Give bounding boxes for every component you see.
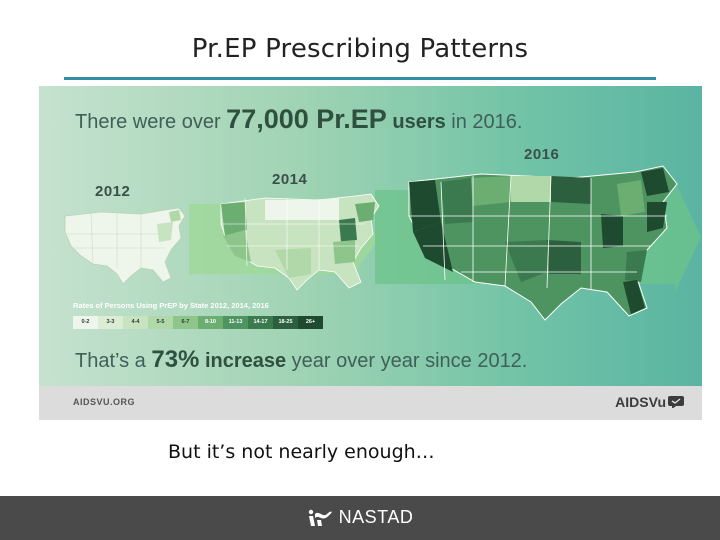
legend-bin: 3-3 xyxy=(98,316,123,329)
year-label-2012: 2012 xyxy=(95,183,131,200)
slide-caption: But it’s not nearly enough… xyxy=(168,441,435,463)
us-map-2012 xyxy=(64,207,186,285)
title-divider xyxy=(64,77,656,80)
legend: 0-2 3-3 4-4 5-5 6-7 8-10 11-13 14-17 18-… xyxy=(73,316,323,329)
legend-title: Rates of Persons Using PrEP by State 201… xyxy=(73,301,269,310)
year-label-2014: 2014 xyxy=(272,171,308,188)
headline-post: in 2016. xyxy=(445,111,523,133)
headline-number: 77,000 xyxy=(226,104,309,134)
legend-bin: 6-7 xyxy=(173,316,198,329)
headline-users: users xyxy=(386,111,446,133)
subline-percent: 73% xyxy=(151,346,200,373)
legend-bin: 11-13 xyxy=(223,316,248,329)
legend-bin: 5-5 xyxy=(148,316,173,329)
year-label-2016: 2016 xyxy=(524,146,560,163)
legend-bin: 0-2 xyxy=(73,316,98,329)
nastad-logo: NASTAD xyxy=(0,507,720,528)
aidsvu-logo-text: AIDSVu xyxy=(615,394,666,410)
aidsvu-logo: AIDSVu xyxy=(615,394,684,410)
subline-post: year over year since 2012. xyxy=(286,350,528,372)
infographic-headline: There were over 77,000 Pr.EP users in 20… xyxy=(75,104,522,135)
prep-infographic: There were over 77,000 Pr.EP users in 20… xyxy=(39,86,702,420)
legend-bin: 26+ xyxy=(298,316,323,329)
us-map-2014 xyxy=(220,193,380,291)
headline-pre: There were over xyxy=(75,111,227,133)
nastad-mark-icon xyxy=(308,509,332,526)
slide-title: Pr.EP Prescribing Patterns xyxy=(191,34,529,64)
footer-bar: NASTAD xyxy=(0,496,720,540)
legend-bin: 18-25 xyxy=(273,316,298,329)
infographic-footer: AIDSVU.ORG AIDSVu xyxy=(39,386,702,420)
legend-bin: 4-4 xyxy=(123,316,148,329)
aidsvu-badge-icon xyxy=(668,396,684,408)
us-map-2016 xyxy=(408,165,678,321)
subline-pre: That’s a xyxy=(75,350,152,372)
legend-bin: 8-10 xyxy=(198,316,223,329)
source-url: AIDSVU.ORG xyxy=(73,397,136,407)
headline-brand: Pr.EP xyxy=(308,104,387,134)
legend-bin: 14-17 xyxy=(248,316,273,329)
nastad-wordmark: NASTAD xyxy=(338,507,414,527)
subline-increase: increase xyxy=(199,350,287,372)
infographic-subline: That’s a 73% increase year over year sin… xyxy=(75,346,527,374)
